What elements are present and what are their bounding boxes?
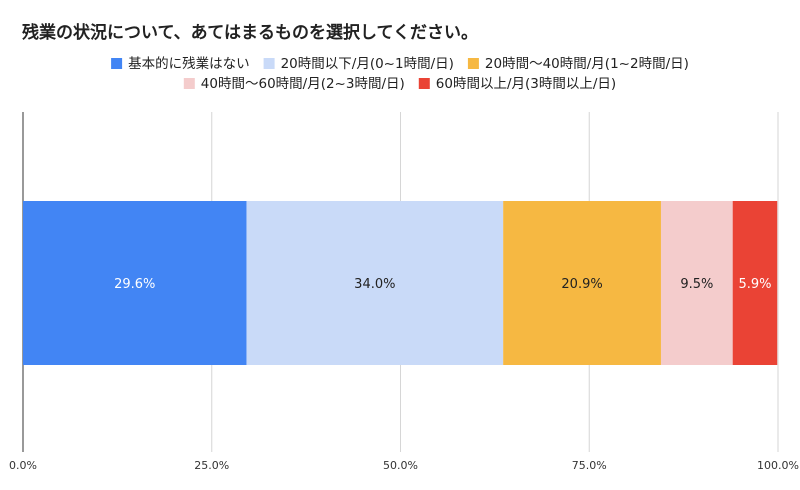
legend-label: 基本的に残業はない [128, 55, 250, 72]
bar-segment-4 [660, 201, 733, 365]
bar-value-label-3: 20.9% [561, 277, 602, 292]
legend-swatch [418, 78, 430, 89]
legend-swatch [183, 78, 195, 89]
legend-item-2: 20時間以下/月(0~1時間/日) [263, 56, 454, 72]
x-axis-ticks: 0.0% 25.0% 50.0% 75.0% 100.0% [9, 459, 799, 472]
legend-swatch [263, 58, 275, 69]
bar-value-labels: 29.6% 34.0% 20.9% 9.5% 5.9% [114, 277, 771, 292]
legend-label: 20時間〜40時間/月(1~2時間/日) [485, 56, 689, 72]
legend-item-3: 20時間〜40時間/月(1~2時間/日) [467, 56, 689, 72]
legend-label: 20時間以下/月(0~1時間/日) [281, 56, 454, 72]
x-tick-label: 25.0% [194, 459, 229, 472]
legend-swatch [111, 58, 123, 69]
legend-label: 60時間以上/月(3時間以上/日) [436, 76, 616, 92]
bar-value-label-4: 9.5% [680, 277, 713, 292]
legend-label: 40時間〜60時間/月(2~3時間/日) [201, 76, 405, 92]
bar-value-label-1: 29.6% [114, 277, 155, 292]
legend: 基本的に残業はない 20時間以下/月(0~1時間/日) 20時間〜40時間/月(1~… [111, 55, 689, 92]
bar-segment-3 [503, 201, 661, 365]
bar-segment-5 [732, 201, 778, 365]
legend-item-5: 60時間以上/月(3時間以上/日) [418, 76, 616, 92]
bar-value-label-5: 5.9% [738, 277, 771, 292]
legend-item-4: 40時間〜60時間/月(2~3時間/日) [183, 76, 405, 92]
x-tick-label: 75.0% [572, 459, 607, 472]
bar-value-label-2: 34.0% [354, 277, 395, 292]
bar-segments [23, 201, 778, 365]
bar-segment-1 [23, 201, 247, 365]
x-tick-label: 50.0% [383, 459, 418, 472]
x-tick-label: 0.0% [9, 459, 37, 472]
legend-item-1: 基本的に残業はない [111, 55, 250, 72]
bar-segment-2 [246, 201, 504, 365]
x-tick-label: 100.0% [757, 459, 799, 472]
chart-title: 残業の状況について、あてはまるものを選択してください。 [22, 22, 478, 43]
legend-swatch [467, 58, 479, 69]
